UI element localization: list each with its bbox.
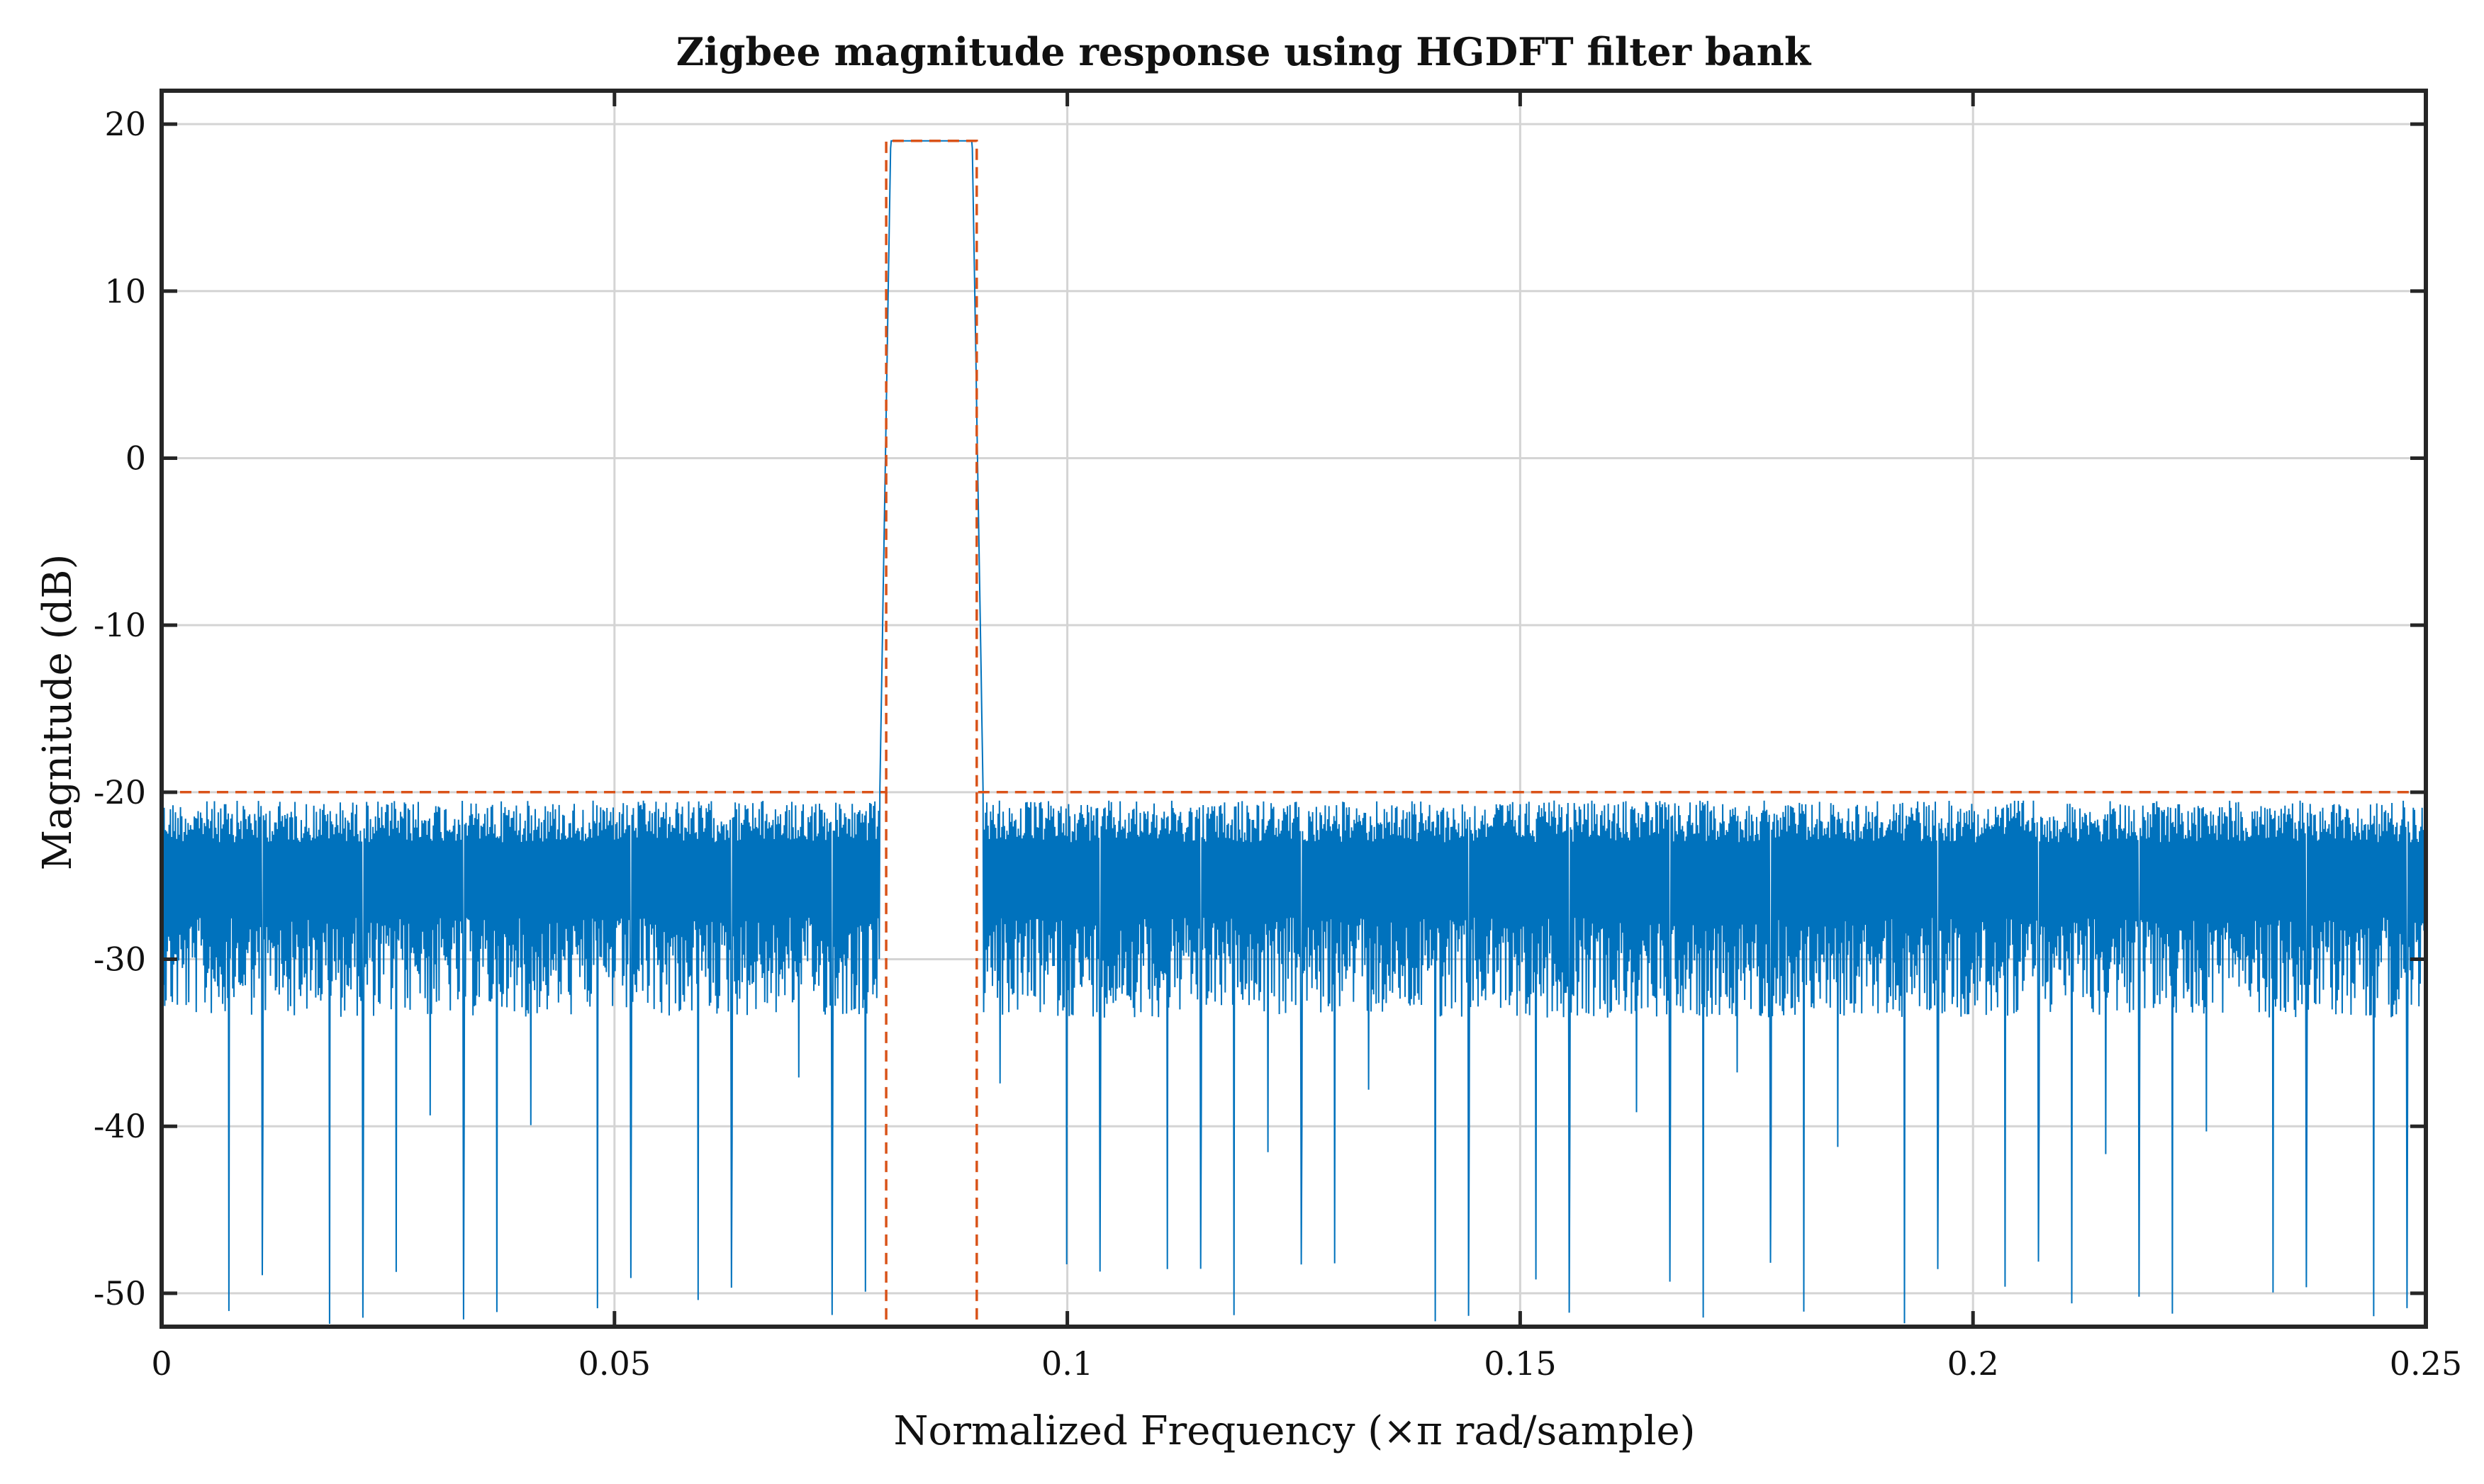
y-tick-label: -20	[94, 773, 146, 811]
series-response-line	[161, 140, 2427, 1325]
x-tick-label: 0.15	[1484, 1344, 1556, 1383]
x-tick-labels: 0 0.05 0.1 0.15 0.2 0.25	[151, 1344, 2462, 1383]
x-tick-label: 0.05	[578, 1344, 651, 1383]
x-tick-label: 0	[151, 1344, 172, 1383]
x-tick-label: 0.1	[1041, 1344, 1093, 1383]
y-tick-label: -10	[94, 606, 146, 644]
y-tick-label: -40	[94, 1107, 146, 1145]
y-axis-label: Magnitude (dB)	[35, 554, 81, 871]
y-tick-label: 10	[104, 272, 146, 310]
x-axis-label: Normalized Frequency (×π rad/sample)	[894, 1408, 1696, 1454]
y-tick-label: -30	[94, 940, 146, 979]
chart-title: Zigbee magnitude response using HGDFT fi…	[676, 29, 1812, 74]
axis-ticks	[160, 91, 2428, 1327]
y-tick-label: -50	[94, 1274, 146, 1312]
series-mask-line	[162, 139, 2426, 794]
y-tick-labels: 20 10 0 -10 -20 -30 -40 -50	[94, 105, 146, 1312]
y-tick-label: 20	[104, 105, 146, 143]
series-layer	[161, 139, 2427, 1327]
plot-frame	[160, 89, 2428, 1329]
y-tick-label: 0	[125, 439, 146, 477]
x-tick-label: 0.2	[1947, 1344, 1999, 1383]
x-tick-label: 0.25	[2390, 1344, 2462, 1383]
